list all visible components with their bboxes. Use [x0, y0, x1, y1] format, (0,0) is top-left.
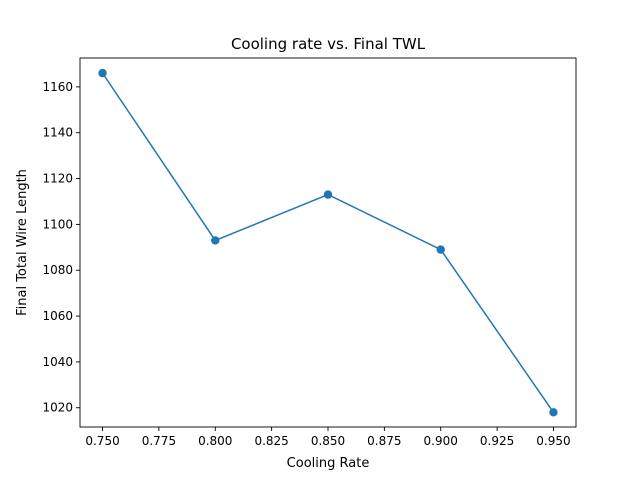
y-tick-label: 1080	[42, 263, 73, 277]
data-point	[549, 408, 558, 417]
x-tick-label: 0.950	[536, 434, 570, 448]
data-point	[436, 245, 445, 254]
y-axis-ticks: 1020 1040 1060 1080 1100 1120 1140 1160	[42, 80, 80, 415]
x-tick-label: 0.775	[142, 434, 176, 448]
x-axis-ticks: 0.750 0.775 0.800 0.825 0.850 0.875 0.900 0.925…	[85, 427, 571, 448]
data-point	[211, 236, 220, 245]
data-point	[98, 68, 107, 78]
chart-title: Cooling rate vs. Final TWL	[231, 35, 426, 53]
y-tick-label: 1020	[42, 401, 73, 415]
x-tick-label: 0.750	[85, 434, 119, 448]
y-tick-label: 1040	[42, 355, 73, 369]
x-tick-label: 0.850	[311, 434, 345, 448]
x-tick-label: 0.825	[254, 434, 288, 448]
y-tick-label: 1160	[42, 80, 73, 94]
data-point	[323, 190, 333, 199]
plot-frame	[79, 57, 577, 428]
y-tick-label: 1060	[42, 309, 73, 323]
y-tick-label: 1120	[42, 172, 73, 186]
y-axis-label: Final Total Wire Length	[15, 169, 30, 316]
y-tick-label: 1100	[42, 217, 73, 231]
y-tick-label: 1140	[42, 126, 73, 140]
x-tick-label: 0.800	[198, 434, 232, 448]
series-layer	[98, 68, 558, 417]
x-axis-label: Cooling Rate	[287, 456, 370, 471]
x-tick-label: 0.875	[367, 434, 401, 448]
x-tick-label: 0.925	[480, 434, 514, 448]
x-tick-label: 0.900	[424, 434, 458, 448]
